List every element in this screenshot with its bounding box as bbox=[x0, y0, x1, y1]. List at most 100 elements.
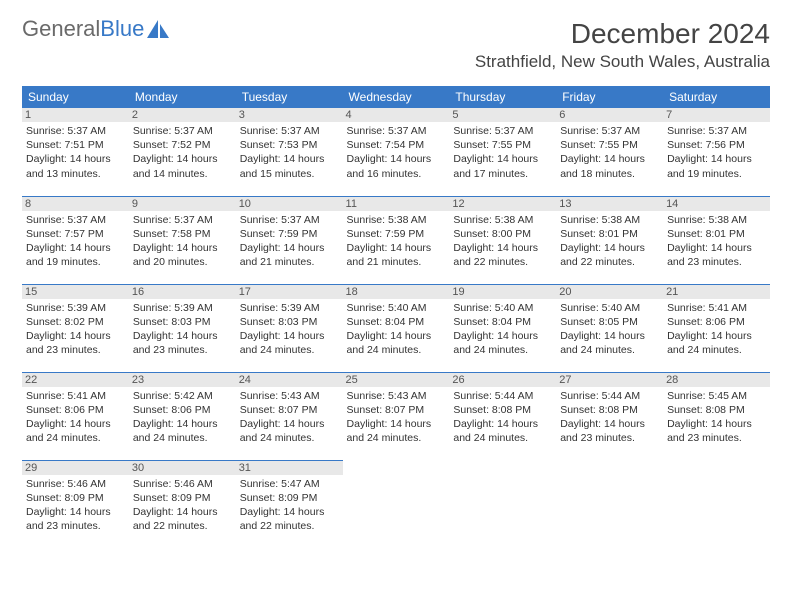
logo-text-general: General bbox=[22, 18, 100, 40]
calendar-day-cell: 31 Sunrise: 5:47 AMSunset: 8:09 PMDayligh… bbox=[236, 460, 343, 548]
day-details: Sunrise: 5:37 AMSunset: 7:53 PMDaylight:… bbox=[240, 124, 339, 181]
calendar-day-cell: 12 Sunrise: 5:38 AMSunset: 8:00 PMDayligh… bbox=[449, 196, 556, 284]
day-number: 7 bbox=[663, 108, 770, 122]
day-details: Sunrise: 5:38 AMSunset: 8:01 PMDaylight:… bbox=[667, 213, 766, 270]
calendar-week-row: 8Sunrise: 5:37 AMSunset: 7:57 PMDaylight… bbox=[22, 196, 770, 284]
day-details: Sunrise: 5:37 AMSunset: 7:55 PMDaylight:… bbox=[560, 124, 659, 181]
day-number: 4 bbox=[343, 108, 450, 122]
calendar-day-cell bbox=[343, 460, 450, 548]
day-details: Sunrise: 5:37 AMSunset: 7:58 PMDaylight:… bbox=[133, 213, 232, 270]
day-number: 16 bbox=[129, 285, 236, 299]
day-details: Sunrise: 5:37 AMSunset: 7:55 PMDaylight:… bbox=[453, 124, 552, 181]
day-number: 12 bbox=[449, 197, 556, 211]
day-details: Sunrise: 5:43 AMSunset: 8:07 PMDaylight:… bbox=[240, 389, 339, 446]
day-details: Sunrise: 5:40 AMSunset: 8:04 PMDaylight:… bbox=[347, 301, 446, 358]
day-number: 2 bbox=[129, 108, 236, 122]
calendar-week-row: 29 Sunrise: 5:46 AMSunset: 8:09 PMDayligh… bbox=[22, 460, 770, 548]
day-details: Sunrise: 5:43 AMSunset: 8:07 PMDaylight:… bbox=[347, 389, 446, 446]
day-details: Sunrise: 5:46 AMSunset: 8:09 PMDaylight:… bbox=[26, 477, 125, 534]
calendar-day-cell: 5Sunrise: 5:37 AMSunset: 7:55 PMDaylight… bbox=[449, 108, 556, 196]
month-title: December 2024 bbox=[475, 18, 770, 50]
day-number: 18 bbox=[343, 285, 450, 299]
calendar-day-cell: 19 Sunrise: 5:40 AMSunset: 8:04 PMDayligh… bbox=[449, 284, 556, 372]
weekday-header: Saturday bbox=[663, 86, 770, 108]
day-number: 19 bbox=[449, 285, 556, 299]
day-number: 9 bbox=[129, 197, 236, 211]
calendar-day-cell: 15 Sunrise: 5:39 AMSunset: 8:02 PMDayligh… bbox=[22, 284, 129, 372]
day-details: Sunrise: 5:37 AMSunset: 7:51 PMDaylight:… bbox=[26, 124, 125, 181]
calendar-day-cell: 14 Sunrise: 5:38 AMSunset: 8:01 PMDayligh… bbox=[663, 196, 770, 284]
calendar-week-row: 22 Sunrise: 5:41 AMSunset: 8:06 PMDayligh… bbox=[22, 372, 770, 460]
day-number: 3 bbox=[236, 108, 343, 122]
day-details: Sunrise: 5:47 AMSunset: 8:09 PMDaylight:… bbox=[240, 477, 339, 534]
day-number: 1 bbox=[22, 108, 129, 122]
day-number: 8 bbox=[22, 197, 129, 211]
day-number: 24 bbox=[236, 373, 343, 387]
day-details: Sunrise: 5:38 AMSunset: 7:59 PMDaylight:… bbox=[347, 213, 446, 270]
calendar-day-cell bbox=[556, 460, 663, 548]
day-number: 20 bbox=[556, 285, 663, 299]
calendar-day-cell: 22 Sunrise: 5:41 AMSunset: 8:06 PMDayligh… bbox=[22, 372, 129, 460]
weekday-header: Sunday bbox=[22, 86, 129, 108]
calendar-day-cell: 6 Sunrise: 5:37 AMSunset: 7:55 PMDaylight… bbox=[556, 108, 663, 196]
day-details: Sunrise: 5:39 AMSunset: 8:03 PMDaylight:… bbox=[240, 301, 339, 358]
day-number: 23 bbox=[129, 373, 236, 387]
calendar-day-cell: 26 Sunrise: 5:44 AMSunset: 8:08 PMDayligh… bbox=[449, 372, 556, 460]
day-details: Sunrise: 5:37 AMSunset: 7:56 PMDaylight:… bbox=[667, 124, 766, 181]
weekday-header: Thursday bbox=[449, 86, 556, 108]
day-number: 10 bbox=[236, 197, 343, 211]
calendar-day-cell: 7 Sunrise: 5:37 AMSunset: 7:56 PMDaylight… bbox=[663, 108, 770, 196]
day-details: Sunrise: 5:38 AMSunset: 8:01 PMDaylight:… bbox=[560, 213, 659, 270]
calendar-day-cell: 16 Sunrise: 5:39 AMSunset: 8:03 PMDayligh… bbox=[129, 284, 236, 372]
calendar-day-cell: 4 Sunrise: 5:37 AMSunset: 7:54 PMDaylight… bbox=[343, 108, 450, 196]
day-number: 22 bbox=[22, 373, 129, 387]
calendar-day-cell: 1 Sunrise: 5:37 AMSunset: 7:51 PMDaylight… bbox=[22, 108, 129, 196]
calendar-day-cell: 23 Sunrise: 5:42 AMSunset: 8:06 PMDayligh… bbox=[129, 372, 236, 460]
calendar-day-cell: 9 Sunrise: 5:37 AMSunset: 7:58 PMDaylight… bbox=[129, 196, 236, 284]
calendar-day-cell: 21 Sunrise: 5:41 AMSunset: 8:06 PMDayligh… bbox=[663, 284, 770, 372]
calendar-day-cell: 11 Sunrise: 5:38 AMSunset: 7:59 PMDayligh… bbox=[343, 196, 450, 284]
day-number: 29 bbox=[22, 461, 129, 475]
day-number: 27 bbox=[556, 373, 663, 387]
day-details: Sunrise: 5:42 AMSunset: 8:06 PMDaylight:… bbox=[133, 389, 232, 446]
day-details: Sunrise: 5:37 AMSunset: 7:52 PMDaylight:… bbox=[133, 124, 232, 181]
day-number: 11 bbox=[343, 197, 450, 211]
day-details: Sunrise: 5:41 AMSunset: 8:06 PMDaylight:… bbox=[667, 301, 766, 358]
day-number: 30 bbox=[129, 461, 236, 475]
day-details: Sunrise: 5:40 AMSunset: 8:05 PMDaylight:… bbox=[560, 301, 659, 358]
weekday-header: Wednesday bbox=[343, 86, 450, 108]
day-details: Sunrise: 5:37 AMSunset: 7:59 PMDaylight:… bbox=[240, 213, 339, 270]
day-number: 14 bbox=[663, 197, 770, 211]
day-number: 21 bbox=[663, 285, 770, 299]
weekday-header: Tuesday bbox=[236, 86, 343, 108]
day-details: Sunrise: 5:38 AMSunset: 8:00 PMDaylight:… bbox=[453, 213, 552, 270]
day-details: Sunrise: 5:45 AMSunset: 8:08 PMDaylight:… bbox=[667, 389, 766, 446]
calendar-day-cell: 10 Sunrise: 5:37 AMSunset: 7:59 PMDayligh… bbox=[236, 196, 343, 284]
day-number: 15 bbox=[22, 285, 129, 299]
day-number: 28 bbox=[663, 373, 770, 387]
calendar-day-cell: 13Sunrise: 5:38 AMSunset: 8:01 PMDayligh… bbox=[556, 196, 663, 284]
day-details: Sunrise: 5:39 AMSunset: 8:03 PMDaylight:… bbox=[133, 301, 232, 358]
day-details: Sunrise: 5:37 AMSunset: 7:54 PMDaylight:… bbox=[347, 124, 446, 181]
logo: GeneralBlue bbox=[22, 18, 171, 40]
day-number: 26 bbox=[449, 373, 556, 387]
calendar-week-row: 15 Sunrise: 5:39 AMSunset: 8:02 PMDayligh… bbox=[22, 284, 770, 372]
day-number: 31 bbox=[236, 461, 343, 475]
logo-sail-icon bbox=[147, 20, 171, 38]
weekday-header: Friday bbox=[556, 86, 663, 108]
calendar-day-cell: 24 Sunrise: 5:43 AMSunset: 8:07 PMDayligh… bbox=[236, 372, 343, 460]
day-number: 6 bbox=[556, 108, 663, 122]
calendar-day-cell: 20 Sunrise: 5:40 AMSunset: 8:05 PMDayligh… bbox=[556, 284, 663, 372]
location-subtitle: Strathfield, New South Wales, Australia bbox=[475, 52, 770, 72]
calendar-week-row: 1 Sunrise: 5:37 AMSunset: 7:51 PMDaylight… bbox=[22, 108, 770, 196]
day-details: Sunrise: 5:44 AMSunset: 8:08 PMDaylight:… bbox=[560, 389, 659, 446]
day-details: Sunrise: 5:41 AMSunset: 8:06 PMDaylight:… bbox=[26, 389, 125, 446]
calendar-day-cell bbox=[663, 460, 770, 548]
weekday-header-row: Sunday Monday Tuesday Wednesday Thursday… bbox=[22, 86, 770, 108]
logo-text-blue: Blue bbox=[100, 18, 144, 40]
day-details: Sunrise: 5:39 AMSunset: 8:02 PMDaylight:… bbox=[26, 301, 125, 358]
calendar-grid: Sunday Monday Tuesday Wednesday Thursday… bbox=[22, 86, 770, 548]
calendar-day-cell: 2 Sunrise: 5:37 AMSunset: 7:52 PMDaylight… bbox=[129, 108, 236, 196]
day-details: Sunrise: 5:44 AMSunset: 8:08 PMDaylight:… bbox=[453, 389, 552, 446]
day-details: Sunrise: 5:40 AMSunset: 8:04 PMDaylight:… bbox=[453, 301, 552, 358]
